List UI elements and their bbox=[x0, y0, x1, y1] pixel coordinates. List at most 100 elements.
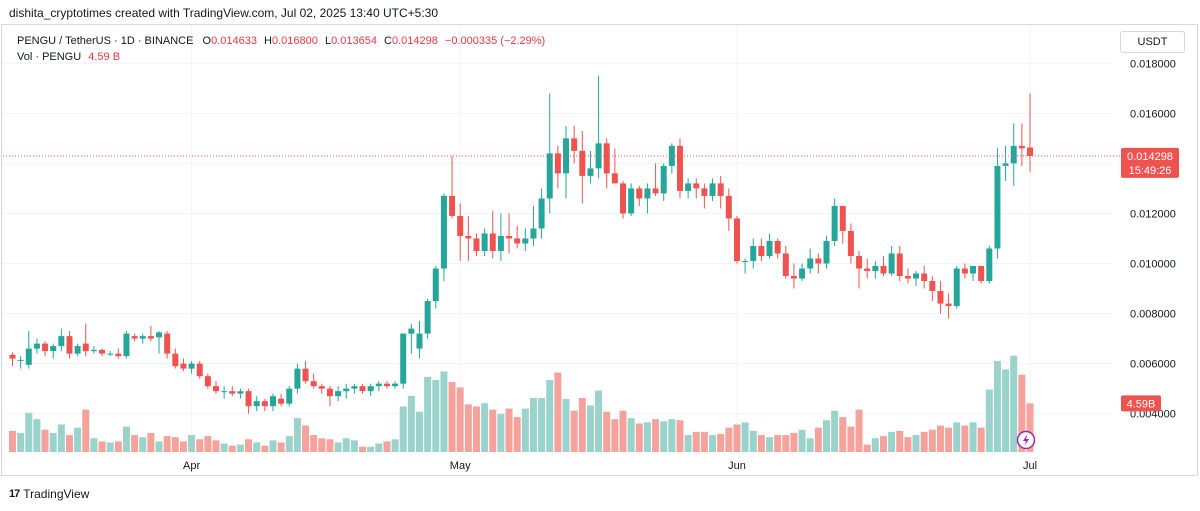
volume-bar bbox=[684, 435, 692, 452]
volume-bar bbox=[879, 436, 887, 452]
candle-body bbox=[204, 376, 211, 387]
candle-body bbox=[237, 391, 244, 394]
last-volume-marker bbox=[1121, 395, 1161, 412]
volume-bar bbox=[350, 440, 358, 452]
volume-bar bbox=[733, 424, 741, 452]
volume-bar bbox=[700, 431, 708, 452]
volume-bar bbox=[310, 435, 318, 452]
volume-bar bbox=[977, 427, 985, 452]
volume-bar bbox=[928, 429, 936, 452]
volume-bar bbox=[993, 360, 1001, 452]
volume-bar bbox=[603, 411, 611, 452]
volume-bar bbox=[766, 437, 774, 452]
candle-body bbox=[506, 235, 513, 239]
volume-bar bbox=[285, 436, 293, 452]
candle-body bbox=[139, 336, 146, 339]
volume-bar bbox=[416, 411, 423, 452]
volume-bar bbox=[790, 432, 798, 452]
candle-body bbox=[1018, 145, 1025, 149]
x-tick-label: May bbox=[450, 460, 471, 472]
volume-bar bbox=[399, 406, 407, 452]
candle-body bbox=[921, 273, 928, 282]
candle-body bbox=[717, 183, 724, 196]
tradingview-logo-icon: 17 bbox=[9, 488, 20, 500]
candle-body bbox=[1002, 163, 1009, 166]
candle-body bbox=[823, 240, 830, 264]
volume-bar bbox=[619, 410, 627, 452]
candle-body bbox=[310, 381, 317, 387]
volume-bar bbox=[326, 439, 334, 452]
candle-body bbox=[326, 388, 333, 397]
candle-body bbox=[123, 333, 130, 357]
lightning-bolt-icon bbox=[1023, 434, 1029, 446]
candle-body bbox=[579, 150, 586, 176]
open-label: O bbox=[202, 35, 212, 47]
volume-bar bbox=[391, 439, 399, 452]
volume-bar bbox=[171, 437, 179, 452]
volume-bar bbox=[985, 389, 993, 452]
candle-body bbox=[758, 245, 765, 256]
volume-bar bbox=[277, 442, 285, 452]
chart-credit: dishita_cryptotimes created with Trading… bbox=[9, 6, 439, 20]
tradingview-footer[interactable]: 17 TradingView bbox=[9, 487, 89, 501]
symbol-label[interactable]: PENGU / TetherUS · 1D · BINANCE bbox=[17, 35, 194, 47]
currency-button[interactable]: USDT bbox=[1120, 31, 1185, 53]
candle-body bbox=[538, 198, 545, 229]
volume-bar bbox=[25, 412, 33, 452]
candle-body bbox=[701, 188, 708, 196]
price-markers: 0.014298 15:49:26 4.59B bbox=[3, 147, 1179, 450]
volume-bar bbox=[521, 408, 529, 452]
volume-bar bbox=[424, 376, 432, 452]
candle-body bbox=[628, 188, 635, 214]
candle-body bbox=[864, 268, 871, 272]
candles bbox=[9, 75, 1033, 414]
high-label: H bbox=[264, 35, 272, 47]
volume-bar bbox=[546, 380, 554, 452]
volume-bar bbox=[847, 426, 855, 452]
volume-bar bbox=[562, 399, 570, 452]
candle-body bbox=[269, 396, 276, 407]
candle-body bbox=[156, 332, 163, 338]
candle-body bbox=[343, 388, 350, 392]
volume-bar bbox=[9, 430, 16, 452]
candle-body bbox=[400, 333, 407, 384]
volume-label[interactable]: Vol · PENGU bbox=[17, 51, 82, 63]
candle-body bbox=[554, 153, 561, 174]
candle-body bbox=[42, 343, 49, 352]
candle-body bbox=[375, 383, 382, 387]
candle-body bbox=[318, 386, 325, 389]
volume-bar bbox=[106, 442, 114, 452]
volume-bar bbox=[513, 417, 521, 452]
candle-body bbox=[620, 183, 626, 214]
volume-bar bbox=[375, 443, 383, 452]
candle-body bbox=[253, 401, 260, 407]
volume-bar bbox=[302, 425, 310, 452]
open-value: 0.014633 bbox=[211, 35, 257, 47]
candle-body bbox=[766, 240, 773, 256]
candle-body bbox=[473, 238, 480, 251]
candle-body bbox=[424, 301, 431, 334]
volume-bar bbox=[725, 427, 733, 452]
candle-body bbox=[685, 183, 692, 191]
candle-body bbox=[58, 336, 65, 347]
candle-body bbox=[660, 165, 667, 194]
candle-body bbox=[595, 143, 602, 169]
candle-body bbox=[245, 391, 252, 407]
candle-body bbox=[896, 253, 903, 277]
candle-body bbox=[82, 343, 89, 352]
volume-bar bbox=[57, 424, 65, 452]
candle-body bbox=[733, 218, 740, 262]
volume-value: 4.59 B bbox=[88, 51, 121, 63]
volume-bar bbox=[538, 398, 546, 452]
volume-bar bbox=[855, 409, 863, 452]
change-value: −0.000335 (−2.29%) bbox=[444, 35, 546, 47]
candle-body bbox=[359, 386, 366, 392]
candle-body bbox=[530, 228, 537, 239]
volume-bar bbox=[1026, 403, 1034, 452]
candle-body bbox=[286, 388, 293, 404]
volume-bar bbox=[652, 419, 660, 452]
volume-bar bbox=[806, 438, 814, 452]
volume-bar bbox=[220, 443, 228, 452]
candle-body bbox=[872, 266, 879, 272]
